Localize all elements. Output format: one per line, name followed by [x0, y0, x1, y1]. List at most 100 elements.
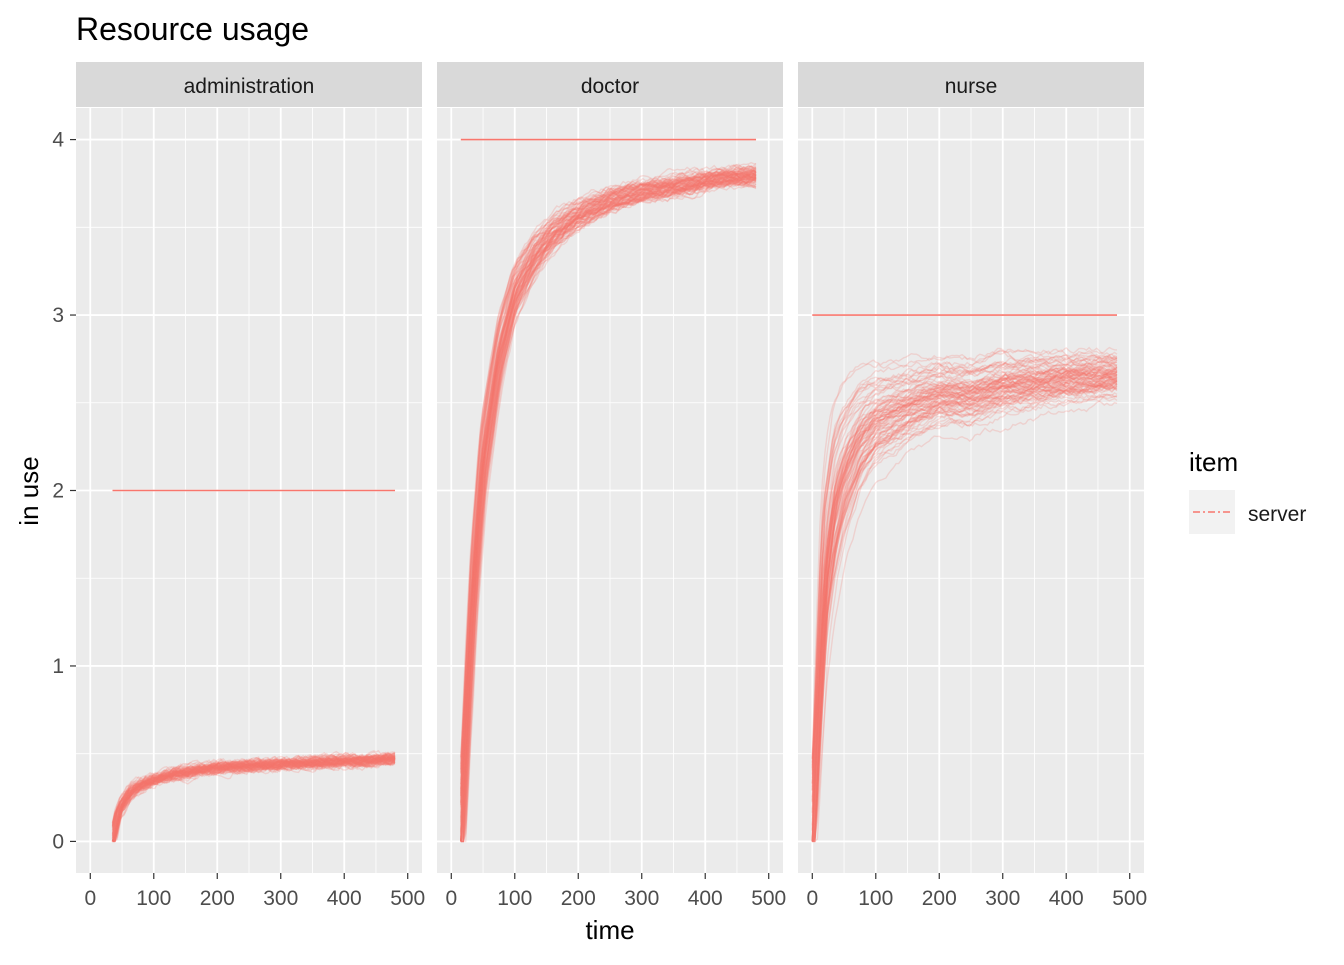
usage-line	[460, 177, 757, 842]
x-tick-label: 400	[688, 887, 723, 910]
usage-line	[460, 170, 757, 842]
usage-line	[811, 365, 1118, 842]
usage-line	[112, 754, 396, 842]
usage-line	[111, 756, 396, 839]
usage-line	[811, 370, 1118, 760]
usage-line	[112, 758, 396, 843]
usage-line	[460, 170, 757, 832]
usage-line	[460, 165, 757, 842]
usage-line	[460, 173, 757, 842]
usage-line	[460, 181, 757, 774]
usage-line	[460, 176, 757, 789]
usage-line	[811, 360, 1118, 816]
legend-entry-label: server	[1248, 503, 1306, 526]
usage-line	[812, 393, 1118, 843]
usage-line	[811, 377, 1118, 820]
usage-line	[111, 751, 396, 839]
usage-line	[111, 757, 396, 827]
usage-line	[811, 376, 1118, 842]
y-tick-label: 3	[52, 304, 64, 327]
usage-line	[111, 752, 395, 842]
usage-line	[111, 755, 396, 827]
usage-line	[811, 370, 1118, 842]
usage-line	[111, 755, 396, 842]
usage-line	[811, 355, 1118, 785]
usage-line	[111, 759, 396, 825]
usage-line	[112, 752, 396, 843]
usage-line	[111, 752, 396, 842]
usage-line	[460, 172, 757, 781]
usage-line	[111, 756, 396, 842]
usage-line	[460, 174, 757, 842]
usage-line	[811, 374, 1118, 791]
usage-line	[112, 753, 396, 843]
facet-strip-label: doctor	[581, 75, 639, 98]
usage-line	[811, 354, 1118, 831]
usage-line	[811, 378, 1118, 842]
usage-line	[811, 346, 1118, 801]
usage-line	[460, 177, 757, 842]
usage-line	[460, 177, 757, 843]
usage-line	[460, 180, 757, 819]
usage-line	[111, 756, 396, 842]
usage-line	[812, 376, 1118, 843]
usage-line	[112, 751, 396, 843]
usage-line	[111, 754, 396, 842]
usage-line	[111, 752, 396, 842]
facet-strip	[437, 62, 783, 107]
usage-line	[460, 175, 757, 842]
usage-line	[811, 386, 1118, 760]
usage-line	[111, 758, 396, 827]
x-tick-label: 0	[806, 887, 818, 910]
usage-line	[811, 369, 1118, 842]
usage-line	[811, 381, 1118, 842]
usage-line	[811, 390, 1118, 842]
usage-line	[811, 367, 1118, 826]
facet-strip-label: nurse	[945, 75, 998, 98]
x-tick-label: 500	[1112, 887, 1147, 910]
usage-line	[811, 356, 1118, 842]
usage-line	[811, 367, 1118, 774]
usage-line	[811, 381, 1118, 842]
chart-title: Resource usage	[76, 11, 309, 47]
usage-line	[460, 173, 757, 842]
usage-line	[811, 364, 1118, 842]
usage-line	[460, 174, 757, 842]
y-tick-label: 2	[52, 480, 64, 503]
usage-line	[811, 377, 1118, 802]
usage-line	[111, 757, 396, 824]
usage-line	[812, 385, 1118, 843]
usage-line	[460, 177, 757, 843]
usage-line	[811, 359, 1118, 759]
usage-line	[460, 162, 757, 796]
usage-line	[111, 754, 396, 823]
usage-line	[460, 179, 757, 842]
usage-line	[811, 376, 1118, 842]
usage-line	[460, 177, 757, 804]
usage-line	[811, 372, 1118, 842]
usage-line	[811, 370, 1118, 842]
usage-line	[460, 170, 756, 842]
usage-line	[460, 180, 757, 843]
usage-line	[812, 374, 1118, 843]
usage-line	[460, 163, 757, 841]
x-tick-label: 500	[390, 887, 425, 910]
usage-line	[460, 172, 757, 843]
usage-line	[460, 168, 757, 769]
usage-line	[111, 756, 396, 842]
usage-line	[460, 169, 757, 790]
usage-line	[111, 751, 396, 842]
usage-line	[811, 383, 1118, 810]
usage-line	[112, 752, 396, 843]
usage-line	[811, 364, 1118, 842]
usage-line	[460, 178, 757, 772]
usage-line	[460, 182, 757, 758]
usage-lines-group	[460, 161, 757, 843]
usage-line	[112, 755, 396, 842]
usage-line	[811, 374, 1118, 842]
usage-line	[812, 372, 1118, 843]
usage-line	[460, 174, 757, 805]
usage-line	[460, 171, 757, 842]
panels-layer: administration 0 100 200 300 400 500 0 1 2 3 4 docto…	[52, 62, 1147, 910]
